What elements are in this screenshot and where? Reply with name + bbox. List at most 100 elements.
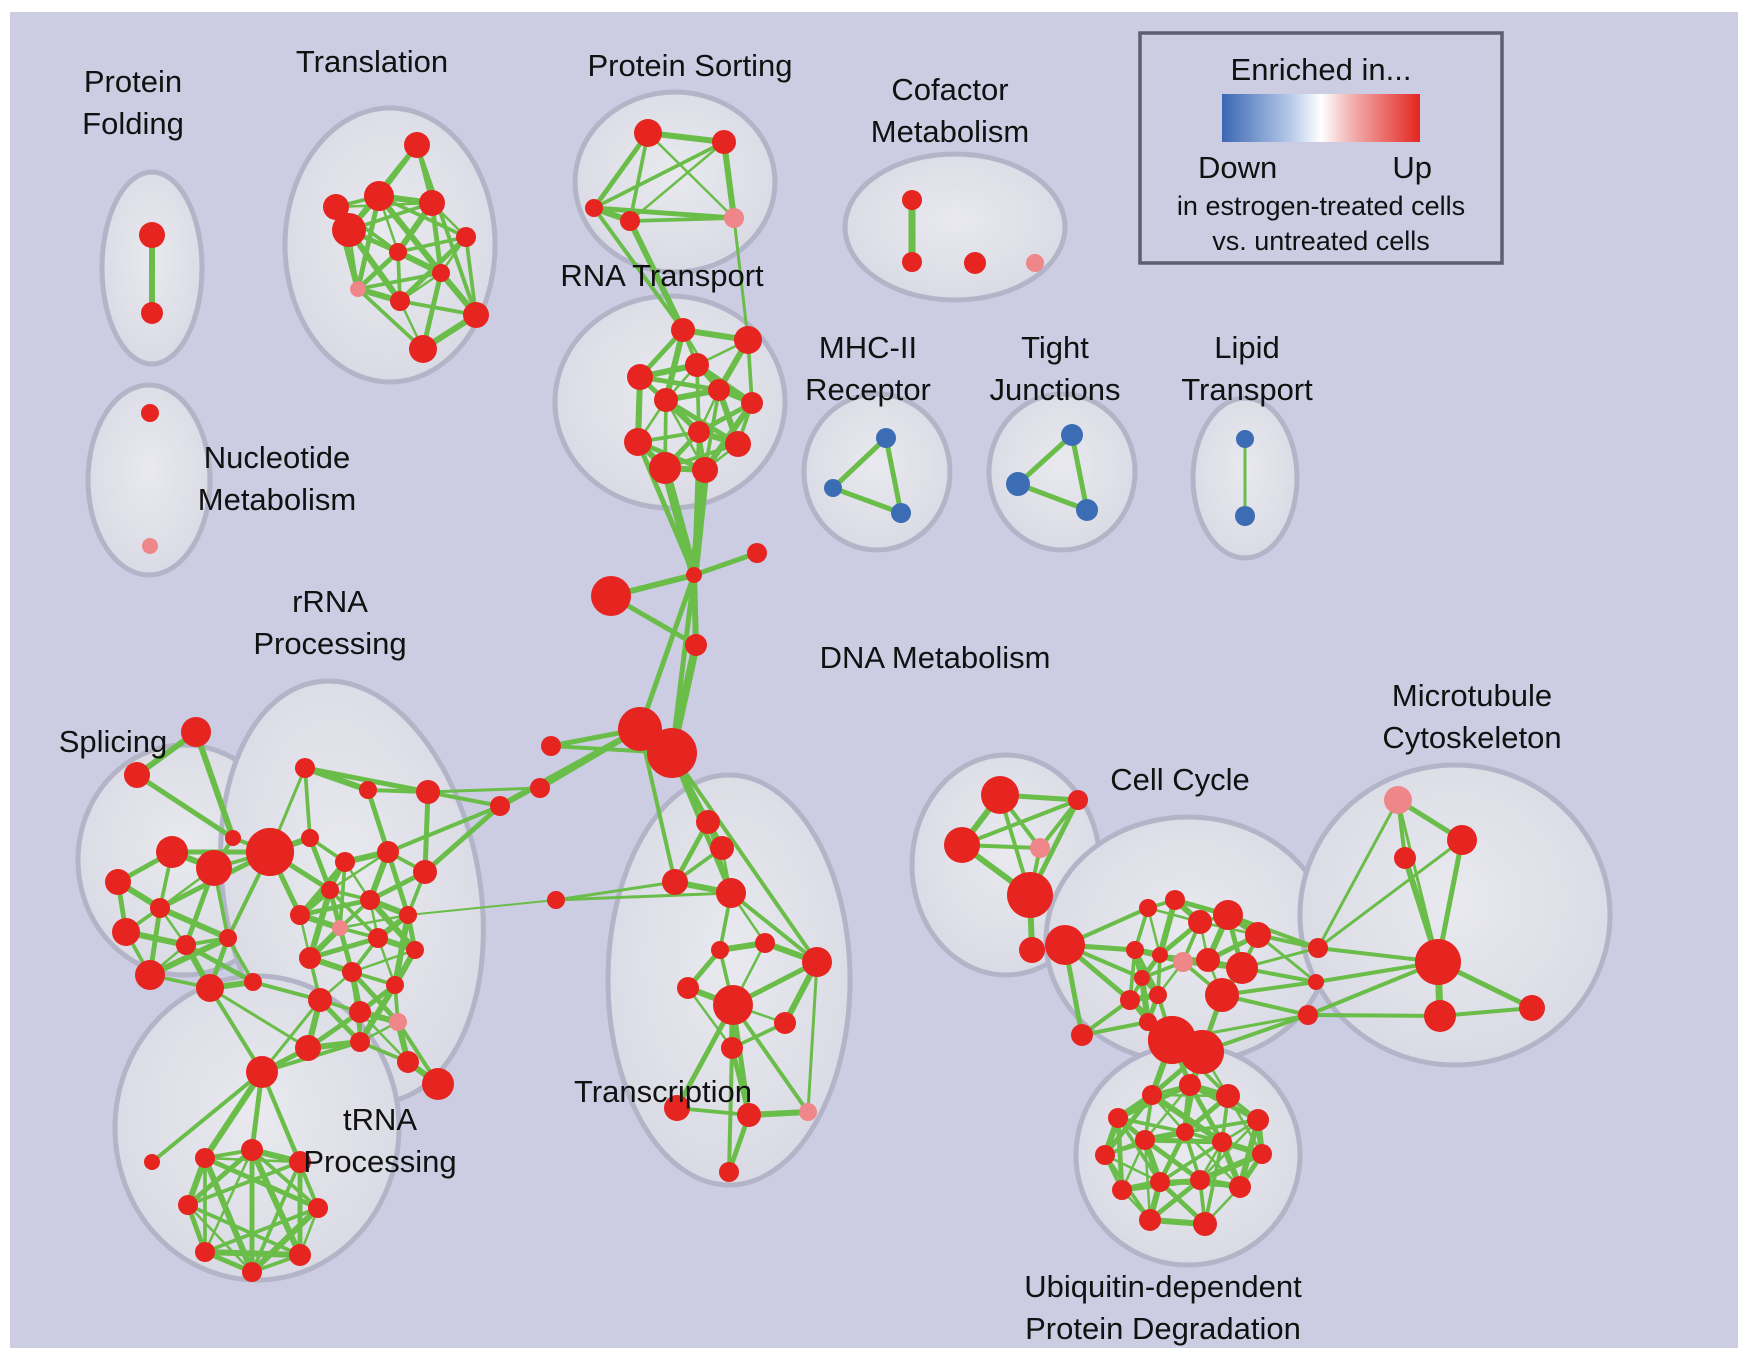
tight-junctions-ellipse: [986, 391, 1138, 553]
tn2-node: [241, 1139, 263, 1161]
ra23-node: [422, 1068, 454, 1100]
rt3-node: [685, 353, 709, 377]
edge: [592, 206, 685, 332]
edge: [193, 731, 236, 839]
edge: [186, 1148, 254, 1207]
trna-processing-label: Processing: [303, 1144, 456, 1179]
dm2-node: [944, 827, 980, 863]
edge: [392, 914, 411, 986]
edge: [427, 786, 541, 794]
rt0-node: [671, 318, 695, 342]
cc9-node: [1196, 948, 1220, 972]
nm0-node: [141, 404, 159, 422]
ub11-node: [1150, 1172, 1170, 1192]
sp3-node: [150, 898, 170, 918]
x1-node: [710, 836, 734, 860]
ra0-node: [295, 758, 315, 778]
cc10-node: [1226, 952, 1258, 984]
nucleotide-metabolism-label: Nucleotide: [204, 440, 350, 475]
e_tri2-node: [225, 830, 241, 846]
legend: Enriched in... Down Up in estrogen-treat…: [1138, 31, 1504, 265]
cc3-node: [1188, 910, 1212, 934]
ra10-node: [290, 905, 310, 925]
edge: [692, 431, 701, 576]
ra24-node: [246, 828, 294, 876]
sp1-node: [196, 850, 232, 886]
ra16-node: [386, 976, 404, 994]
ub6-node: [1135, 1130, 1155, 1150]
e_tn9-node: [144, 1154, 160, 1170]
edge: [693, 550, 758, 578]
e_bl-node: [591, 576, 631, 616]
tr3-node: [419, 190, 445, 216]
dm0-node: [981, 776, 1019, 814]
x10-node: [721, 1037, 743, 1059]
edge: [1144, 1137, 1223, 1145]
ub0-node: [1108, 1108, 1128, 1128]
x12-node: [737, 1103, 761, 1127]
edge: [209, 986, 309, 1050]
ps1-node: [712, 130, 736, 154]
edge: [663, 329, 686, 401]
legend-box: [1138, 31, 1504, 265]
edge: [637, 574, 697, 730]
edge: [1307, 960, 1439, 1017]
edge: [832, 485, 902, 516]
cf0-node: [902, 190, 922, 210]
edge: [627, 219, 686, 332]
edge: [806, 961, 819, 1113]
cofactor-metabolism-ellipse: [842, 151, 1068, 303]
e_j2-node: [685, 634, 707, 656]
ra18-node: [349, 1001, 371, 1023]
tr0-node: [404, 132, 430, 158]
edge: [351, 948, 416, 974]
dna-metabolism-label: DNA Metabolism: [820, 640, 1051, 675]
cofactor-metabolism-label: Cofactor: [891, 72, 1008, 107]
ub7-node: [1176, 1123, 1194, 1141]
cc11-node: [1134, 970, 1150, 986]
dm5-node: [1019, 937, 1045, 963]
ub3-node: [1216, 1084, 1240, 1108]
rt10-node: [649, 452, 681, 484]
edge: [356, 250, 400, 291]
edge: [647, 132, 735, 219]
rna-transport-label: RNA Transport: [560, 258, 764, 293]
edge: [961, 798, 1079, 847]
tr11-node: [409, 335, 437, 363]
rt5-node: [654, 388, 678, 412]
edge: [356, 287, 425, 351]
lipid-transport-label: Lipid: [1214, 330, 1280, 365]
mc0-node: [1384, 786, 1412, 814]
tight-junctions-label: Tight: [1021, 330, 1089, 365]
cc12-node: [1149, 986, 1167, 1004]
x3-node: [716, 878, 746, 908]
ub2-node: [1179, 1074, 1201, 1096]
tr10-node: [463, 302, 489, 328]
rt9-node: [725, 431, 751, 457]
edge: [249, 1148, 303, 1257]
cc4-node: [1213, 900, 1243, 930]
ra7-node: [321, 881, 339, 899]
mhc-ii-receptor-label: Receptor: [805, 372, 931, 407]
tn6-node: [195, 1242, 215, 1262]
edge: [303, 767, 312, 839]
mc2-node: [1394, 847, 1416, 869]
ub8-node: [1212, 1132, 1232, 1152]
protein-sorting-label: Protein Sorting: [587, 48, 792, 83]
rt6-node: [741, 392, 763, 414]
edge: [1199, 1119, 1259, 1181]
nm1-node: [142, 538, 158, 554]
edge: [1227, 913, 1319, 950]
tn4-node: [178, 1195, 198, 1215]
tj0-node: [1061, 424, 1083, 446]
tr9-node: [390, 291, 410, 311]
edge: [387, 804, 501, 854]
ub9-node: [1252, 1144, 1272, 1164]
sp6-node: [219, 929, 237, 947]
edge: [415, 144, 478, 316]
rt1-node: [734, 326, 762, 354]
sp8-node: [196, 974, 224, 1002]
ub15-node: [1193, 1212, 1217, 1236]
